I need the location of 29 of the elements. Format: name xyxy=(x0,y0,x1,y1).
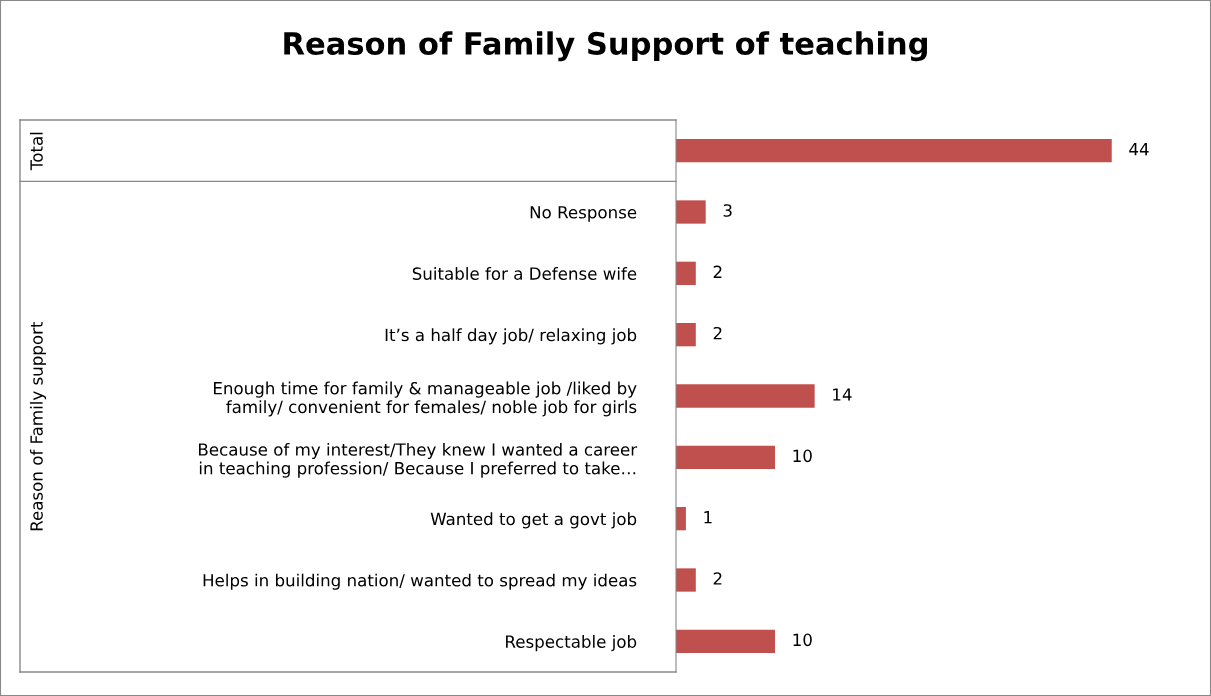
text: Total xyxy=(29,132,43,171)
text: Reason of Family support xyxy=(29,321,47,531)
data-label: 2 xyxy=(713,326,722,340)
data-label: 10 xyxy=(793,449,812,463)
bar xyxy=(676,139,1112,163)
data-label: 1 xyxy=(704,511,712,524)
y-tick-label: It’s a half day job/ relaxing job xyxy=(385,328,637,345)
data-label: 2 xyxy=(713,572,722,585)
chart-title: Reason of Family Support of teaching xyxy=(284,31,927,62)
y-tick-label: Because of my interest/They knew I wanted a career in teaching profession/ Because I preferred to take… xyxy=(199,442,638,478)
y-tick-label: Wanted to get a govt job xyxy=(430,512,637,529)
y-tick-label: No Response xyxy=(530,206,637,222)
data-label: 44 xyxy=(1129,143,1149,156)
bar xyxy=(676,261,696,285)
y-tick-label: Respectable job xyxy=(506,635,637,652)
bar xyxy=(676,200,706,224)
bar xyxy=(676,384,815,408)
y-tick-label: Helps in building nation/ wanted to spread my ideas xyxy=(203,573,637,590)
bar xyxy=(676,629,776,653)
y-tick-label: Suitable for a Defense wife xyxy=(412,267,637,280)
bar xyxy=(676,507,686,531)
bar xyxy=(676,323,696,347)
bar xyxy=(676,568,696,592)
y-tick-label: Enough time for family & manageable job /liked by family/ convenient for females/ noble job for girls xyxy=(214,381,637,417)
data-label: 2 xyxy=(713,265,722,278)
data-label: 14 xyxy=(833,388,852,401)
data-label: 10 xyxy=(793,633,812,647)
bar xyxy=(676,445,776,469)
data-label: 3 xyxy=(723,204,732,217)
